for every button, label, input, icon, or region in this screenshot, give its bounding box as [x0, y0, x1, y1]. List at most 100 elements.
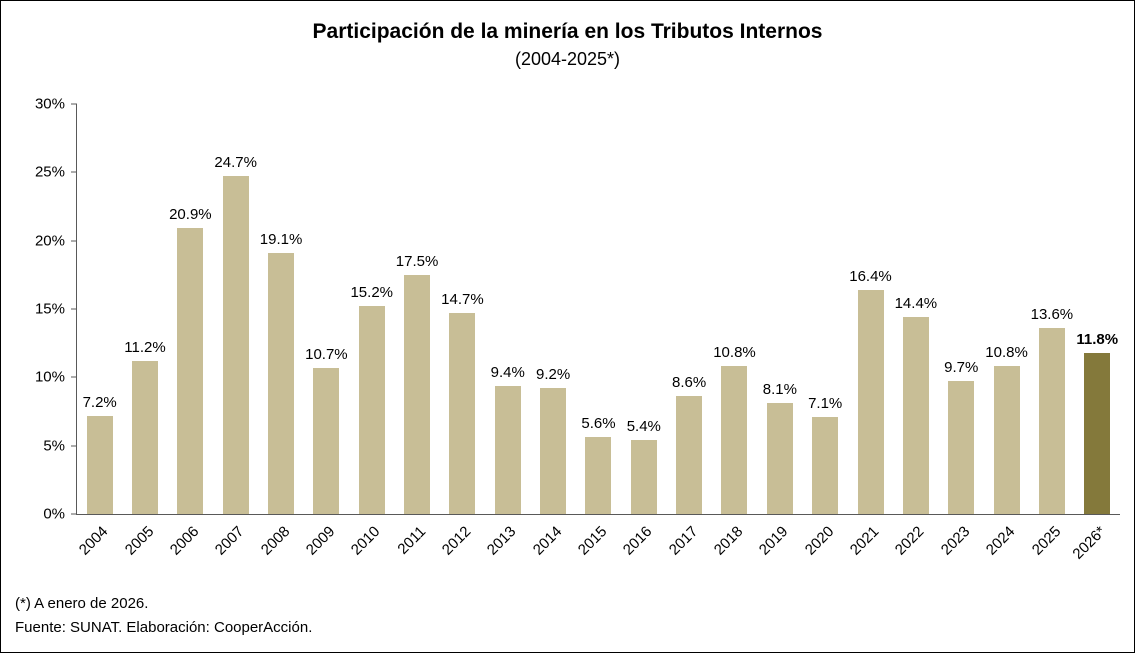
bar-value-label: 16.4%: [849, 267, 892, 285]
x-axis-tick-label: 2022: [892, 523, 928, 559]
bar-slot: 14.7% 2012: [439, 104, 485, 559]
bar-value-label: 19.1%: [259, 230, 303, 248]
x-axis-tick-label: 2017: [665, 523, 702, 559]
bar-2010: [358, 306, 385, 514]
bar-slot: 9.2% 2014: [530, 104, 575, 558]
x-axis-tick-label: 2012: [438, 523, 475, 559]
bar-2004: [86, 415, 113, 514]
x-axis-tick-label: 2013: [484, 523, 520, 559]
x-axis-tick-label: 2007: [212, 523, 248, 559]
bar-2024: [993, 366, 1020, 514]
bar-2008: [268, 252, 295, 514]
bar-slot: 10.8% 2018: [711, 104, 757, 558]
x-axis-tick-label: 2021: [846, 523, 883, 559]
bar-2016: [630, 440, 657, 514]
x-axis-tick-label: 2009: [302, 523, 339, 559]
bar-value-label: 10.8%: [713, 344, 756, 362]
bar-slot: 24.7% 2007: [212, 104, 258, 558]
bar-slot: 7.1% 2020: [802, 104, 848, 559]
bar-2007: [222, 176, 249, 514]
bar-value-label: 13.6%: [1030, 306, 1074, 324]
bar-2017: [676, 396, 703, 514]
y-axis-tick-label: 25%: [34, 163, 65, 181]
bar-slot: 8.1% 2019: [756, 104, 802, 558]
bar-value-label: 8.1%: [762, 381, 797, 399]
x-axis-tick-label: 2025: [1028, 523, 1064, 559]
plot-area: 0% 5% 10% 15% 20% 25% 30% 7.2% 2004 11.2% 2005 20.9…: [35, 96, 1120, 563]
x-axis-tick-label: 2016: [620, 523, 656, 559]
x-axis-tick-label: 2018: [710, 523, 747, 559]
x-axis-tick-label: 2010: [348, 523, 384, 559]
footnote-source: Fuente: SUNAT. Elaboración: CooperAcción…: [15, 619, 313, 636]
x-axis-tick-label: 2015: [574, 523, 611, 559]
bar-slot: 13.6% 2025: [1028, 104, 1074, 558]
x-axis-tick-label: 2011: [394, 523, 430, 558]
bar-2011: [404, 274, 431, 514]
x-axis-tick-label: 2008: [257, 523, 294, 559]
x-axis-tick-label: 2004: [76, 523, 112, 559]
y-axis-tick-mark: [71, 240, 77, 242]
bar-value-label: 10.7%: [305, 345, 348, 363]
bar-slot: 19.1% 2008: [257, 104, 303, 559]
bar-2015: [585, 437, 612, 514]
bar-value-label: 5.4%: [626, 418, 661, 436]
y-axis-tick-mark: [71, 103, 77, 105]
bar-2026*: [1084, 352, 1111, 514]
bar-slot: 5.4% 2016: [620, 104, 666, 558]
y-axis-tick-mark: [71, 445, 77, 447]
bar-value-label: 9.7%: [944, 359, 979, 377]
x-axis-tick-label: 2014: [529, 523, 566, 559]
bar-2013: [494, 385, 521, 514]
bar-slot: 11.2% 2005: [121, 104, 167, 559]
bar-value-label: 15.2%: [350, 284, 394, 302]
bar-slot: 11.8% 2026*: [1070, 104, 1120, 563]
x-axis-tick-label: 2006: [166, 523, 203, 559]
bar-slot: 14.4% 2022: [892, 104, 938, 558]
bar-slot: 15.2% 2010: [348, 104, 394, 558]
bar-2025: [1038, 328, 1065, 514]
bar-slot: 5.6% 2015: [575, 104, 621, 558]
bar-value-label: 7.2%: [82, 393, 117, 411]
bar-2018: [721, 366, 748, 514]
bar-slot: 16.4% 2021: [847, 104, 893, 559]
bar-slot: 20.9% 2006: [167, 104, 213, 558]
bar-value-label: 5.6%: [581, 415, 616, 433]
bar-slot: 9.4% 2013: [484, 104, 530, 559]
bar-value-label: 24.7%: [214, 154, 257, 172]
bar-value-label: 8.6%: [672, 374, 707, 392]
bar-slot: 10.7% 2009: [303, 104, 349, 559]
bar-value-label: 9.4%: [490, 363, 525, 381]
bar-slot: 17.5% 2011: [394, 104, 439, 558]
bar-2006: [177, 228, 204, 514]
bar-slot: 7.2% 2004: [76, 104, 122, 559]
bar-slot: 9.7% 2023: [938, 104, 984, 558]
bar-value-label: 9.2%: [536, 366, 571, 384]
y-axis-tick-label: 10%: [34, 368, 65, 386]
y-axis-tick-mark: [71, 308, 77, 310]
bar-2020: [812, 416, 839, 514]
x-axis-tick-label: 2005: [121, 523, 158, 559]
x-axis-tick-label: 2024: [982, 523, 1019, 559]
bar-2021: [857, 289, 884, 514]
bar-value-label: 10.8%: [985, 344, 1028, 362]
y-axis-tick-mark: [71, 171, 77, 173]
y-axis-tick-label: 15%: [34, 300, 65, 318]
bar-slot: 8.6% 2017: [666, 104, 711, 558]
bar-value-label: 7.1%: [808, 394, 843, 412]
bar-2012: [449, 313, 476, 514]
bar-value-label: 17.5%: [395, 252, 439, 270]
y-axis-tick-label: 5%: [43, 437, 65, 455]
bar-2009: [313, 367, 340, 514]
bar-2023: [948, 381, 975, 514]
y-axis-tick-mark: [71, 376, 77, 378]
bar-value-label: 20.9%: [169, 206, 212, 224]
bar-value-label: 11.2%: [124, 338, 166, 356]
x-axis-tick-label: 2026*: [1069, 523, 1110, 563]
x-axis-tick-label: 2023: [937, 523, 974, 559]
bar-2005: [132, 360, 159, 514]
bar-value-label: 14.7%: [441, 291, 484, 309]
chart-title: Participación de la minería en los Tribu…: [312, 20, 823, 43]
y-axis-tick-label: 30%: [34, 95, 65, 113]
footnote-asterisk: (*) A enero de 2026.: [15, 595, 149, 612]
bar-2019: [766, 403, 793, 514]
